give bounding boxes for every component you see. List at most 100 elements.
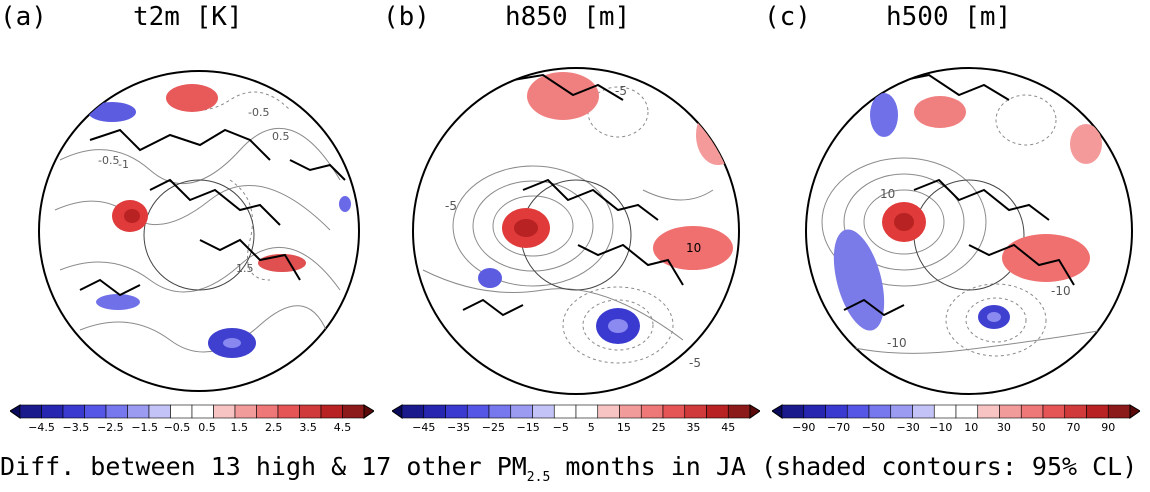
colorbar-tick-label: −90 [792,421,816,434]
caption-subscript: 2.5 [526,470,551,485]
colorbar-tick-label: −5 [552,421,569,434]
colorbar-segment [912,404,935,419]
colorbar-h500 [772,404,1140,419]
colorbar-segment [191,404,214,419]
colorbar-arrow-high [749,404,760,419]
warm-anomaly [166,84,218,112]
colorbar-segment [401,404,425,419]
panel-letter: (a) [0,2,47,32]
positive-anomaly [653,226,733,270]
cold-anomaly [88,102,136,122]
colorbar-ticks-h850: −45 −35 −25 −15 −5 5 15 25 35 45 [392,421,760,437]
contour-label: 10 [880,187,895,201]
colorbar-tick-label: 2.5 [264,421,283,434]
negative-anomaly [870,93,898,137]
colorbar-tick-label: −50 [861,421,885,434]
colorbar-tick-label: 5 [587,421,595,434]
colorbar-tick-label: 0.5 [198,421,216,434]
colorbar-segment [803,404,826,419]
figure-caption: Diff. between 13 high & 17 other PM2.5 m… [0,452,1137,485]
coastlines [843,73,1075,317]
colorbar-arrow-low [10,404,21,419]
contour-label: 0.5 [272,130,290,143]
colorbar-segment [706,404,729,419]
colorbar-segment [299,404,322,419]
contour-label: -0.5 [248,106,269,119]
colorbar-segment [662,404,686,419]
colorbar-segment [466,404,490,419]
colorbar-segment [1064,404,1087,419]
contour-label: -5 [689,356,701,370]
colorbar-ticks-t2m: −4.5 −3.5 −2.5 −1.5 −0.5 0.5 1.5 2.5 3.5 4.5 [10,421,374,437]
colorbar-segment [277,404,300,419]
colorbar-tick-label: 90 [1101,421,1116,434]
colorbar-segment [825,404,848,419]
contour-label: -1 [118,158,129,171]
contour-label: -10 [1051,284,1071,298]
colorbar-tick-label: 50 [1031,421,1046,434]
colorbar-tick-label: 3.5 [299,421,317,434]
panel-b: (b) h850 [m] [383,0,753,400]
positive-anomaly [1070,124,1102,164]
colorbar-segment [1107,404,1131,419]
panel-letter: (c) [764,2,811,32]
colorbar-arrow-low [392,404,403,419]
colorbar-tick-label: −3.5 [62,421,90,434]
panel-title: t2m [K] [133,2,243,32]
contour-label: -0.5 [98,154,119,167]
colorbar-segment [1086,404,1109,419]
colorbar-arrow-high [363,404,374,419]
colorbar-tick-label: 25 [651,421,666,434]
colorbar-tick-label: −10 [929,421,953,434]
colorbar-segment [868,404,892,419]
colorbar-tick-label: −45 [412,421,436,434]
contour-label: -5 [615,84,627,98]
colorbar-segment [575,404,599,419]
contour-label: 10 [686,241,701,255]
coastlines [79,128,346,297]
colorbar-segment [684,404,707,419]
colorbar-segment [890,404,913,419]
colorbar-segment [62,404,85,419]
colorbar-segment [846,404,870,419]
colorbar-tick-label: −15 [516,421,540,434]
polar-map-h500: 10 -10 -10 [805,67,1133,395]
colorbar-tick-label: −4.5 [28,421,55,434]
colorbar-ticks-h500: −90 −70 −50 −30 −10 10 30 50 70 90 [772,421,1140,437]
polar-map-t2m: -0.5 0.5 -1 -0.5 1.5 [38,70,360,392]
panel-title: h500 [m] [886,2,1012,32]
colorbar-h850 [392,404,760,419]
colorbar-segment [640,404,664,419]
colorbar-tick-label: −25 [481,421,505,434]
colorbar-segment [977,404,1000,419]
colorbar-segment [423,404,446,419]
contour-lines [54,91,341,353]
colorbar-segment [955,404,979,419]
cold-anomaly [96,294,140,310]
colorbar-segment [781,404,805,419]
colorbar-segment [84,404,107,419]
colorbar-tick-label: 1.5 [230,421,249,434]
colorbar-tick-label: 30 [996,421,1011,434]
colorbar-segment [933,404,957,419]
coastlines [462,73,684,317]
colorbar-segment [727,404,751,419]
positive-anomaly [1002,234,1090,282]
colorbar-tick-label: −2.5 [96,421,124,434]
colorbar-tick-label: 35 [686,421,701,434]
colorbar-segment [256,404,279,419]
positive-anomaly [914,96,966,128]
colorbar-tick-label: 10 [964,421,979,434]
colorbar-segment [445,404,468,419]
colorbar-tick-label: −70 [826,421,851,434]
colorbar-segment [19,404,42,419]
colorbar-segment [234,404,257,419]
panel-a: (a) t2m [K] [0,0,370,400]
colorbar-tick-label: −35 [446,421,471,434]
colorbar-t2m [10,404,374,419]
colorbar-segment [320,404,343,419]
colorbar-segment [170,404,193,419]
colorbar-segment [999,404,1022,419]
colorbar-tick-label: 4.5 [333,421,352,434]
colorbar-segment [342,404,365,419]
